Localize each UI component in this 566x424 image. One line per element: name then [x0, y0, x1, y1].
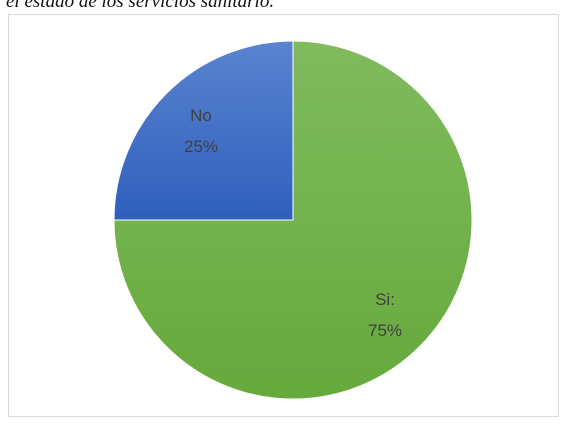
- slice-category-label: Si:: [375, 290, 395, 309]
- pie-slice-no: [113, 40, 294, 221]
- figure-caption: el estado de los servicios sanitario.: [6, 0, 275, 12]
- slice-value-label: 25%: [184, 137, 218, 156]
- slice-value-label: 75%: [368, 321, 402, 340]
- slice-category-label: No: [190, 106, 212, 125]
- pie-slice-si: [113, 40, 473, 400]
